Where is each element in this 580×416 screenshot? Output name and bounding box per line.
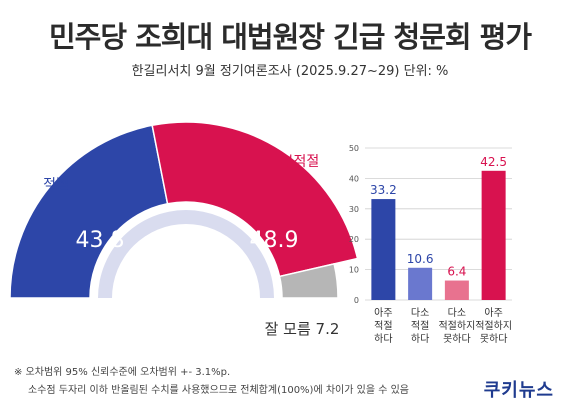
x-tick-label-4-line-2: 적절하지 — [475, 319, 512, 332]
category-label-dont-know: 잘 모름 7.2 — [265, 320, 340, 338]
bar-2 — [408, 267, 433, 300]
value-label-inappropriate: 48.9 — [250, 228, 299, 253]
x-tick-label-3-line-2: 적절하지 — [438, 319, 475, 332]
bar-value-label-4: 42.5 — [480, 155, 507, 169]
publisher-logo: 쿠키뉴스 — [483, 380, 554, 401]
y-tick-label-0: 0 — [354, 296, 359, 305]
y-tick-label-30: 30 — [349, 205, 359, 214]
chart-title: 민주당 조희대 대법원장 긴급 청문회 평가 — [48, 20, 532, 54]
x-tick-label-3-line-1: 다소 — [448, 307, 466, 319]
donut-inner-ring — [98, 210, 274, 298]
bar-value-label-3: 6.4 — [447, 265, 466, 279]
x-tick-label-4-line-3: 못하다 — [480, 332, 508, 345]
y-tick-label-50: 50 — [349, 144, 359, 153]
footnote-margin-of-error: ※ 오차범위 95% 신뢰수준에 오차범위 +- 3.1%p. — [14, 367, 231, 378]
x-tick-label-1-line-1: 아주 — [374, 307, 392, 319]
bar-value-label-1: 33.2 — [370, 183, 397, 197]
chart-subtitle: 한길리서치 9월 정기여론조사 (2025.9.27~29) 단위: % — [131, 64, 449, 79]
x-tick-label-2-line-2: 적절 — [411, 319, 429, 332]
x-tick-label-2-line-1: 다소 — [411, 307, 429, 319]
y-tick-label-10: 10 — [349, 266, 359, 275]
donut-slice-inappropriate — [151, 121, 359, 278]
donut-slice-dont-know — [278, 262, 339, 299]
donut-slice-appropriate — [9, 124, 169, 299]
category-label-appropriate: 적절 — [43, 177, 69, 193]
y-tick-label-40: 40 — [349, 174, 359, 183]
category-label-inappropriate: 부적절 — [281, 154, 320, 170]
x-tick-label-1-line-3: 하다 — [374, 332, 392, 345]
value-label-appropriate: 43.8 — [76, 228, 125, 253]
bar-1 — [371, 199, 396, 300]
x-tick-label-2-line-3: 하다 — [411, 332, 429, 345]
x-tick-label-3-line-3: 못하다 — [443, 332, 471, 345]
bar-value-label-2: 10.6 — [407, 252, 434, 266]
x-tick-label-1-line-2: 적절 — [374, 319, 392, 332]
bar-3 — [444, 280, 469, 300]
x-tick-label-4-line-1: 아주 — [484, 307, 502, 319]
bar-4 — [481, 170, 506, 300]
footnote-rounding: 소수점 두자리 이하 반올림된 수치를 사용했으므로 전체합계(100%)에 차… — [28, 385, 409, 396]
y-tick-label-20: 20 — [349, 235, 359, 244]
